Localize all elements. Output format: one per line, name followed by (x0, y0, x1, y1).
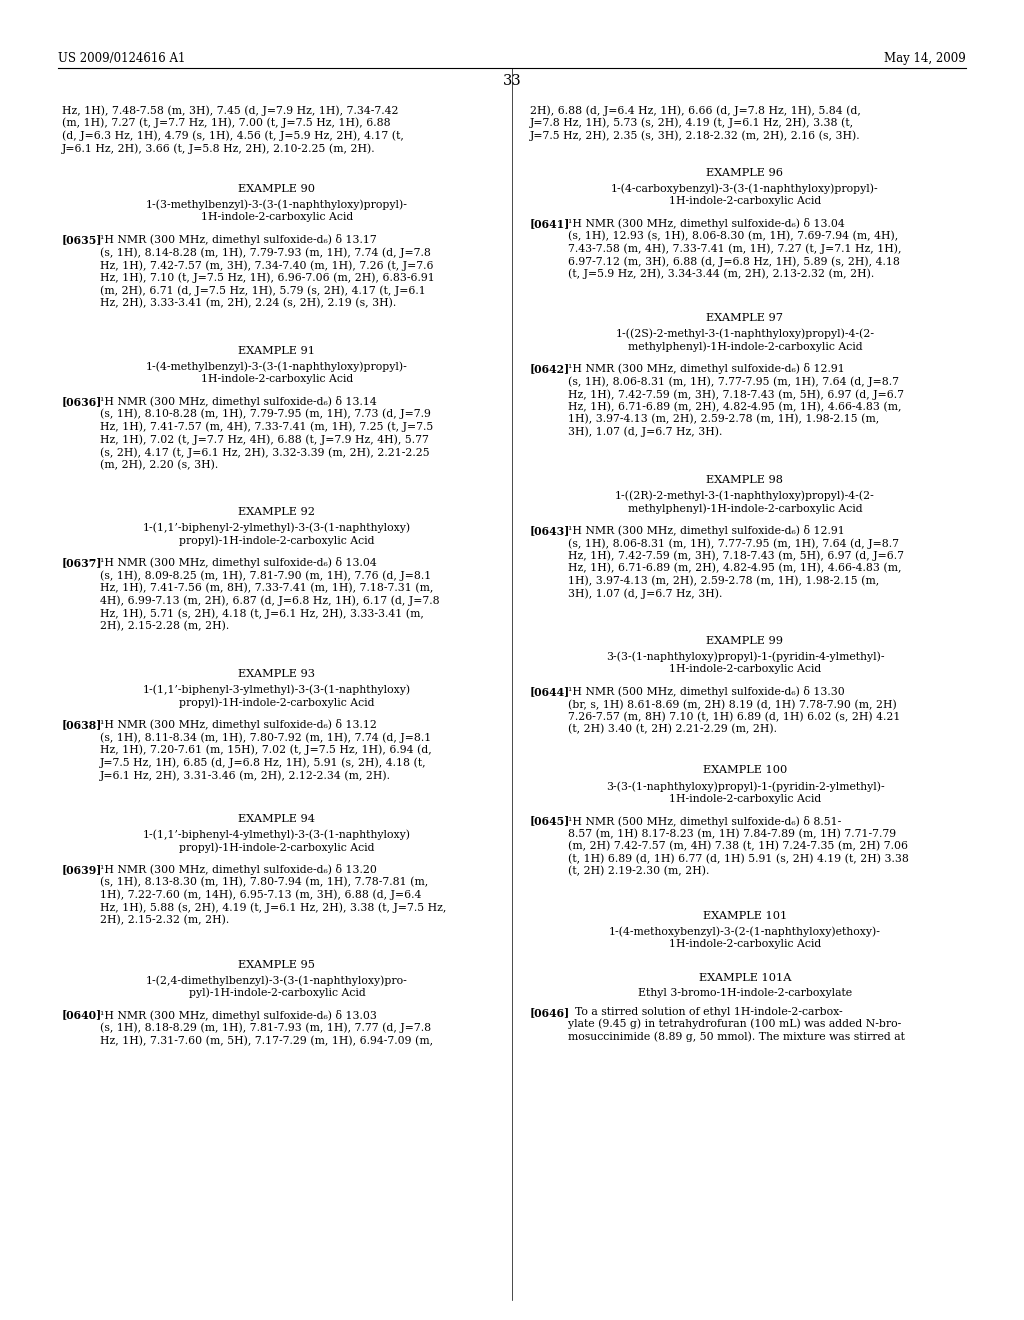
Text: EXAMPLE 96: EXAMPLE 96 (707, 168, 783, 178)
Text: EXAMPLE 94: EXAMPLE 94 (239, 814, 315, 824)
Text: [0639]: [0639] (62, 865, 102, 875)
Text: ¹H NMR (500 MHz, dimethyl sulfoxide-d₆) δ 8.51-
8.57 (m, 1H) 8.17-8.23 (m, 1H) 7: ¹H NMR (500 MHz, dimethyl sulfoxide-d₆) … (568, 816, 909, 876)
Text: ¹H NMR (300 MHz, dimethyl sulfoxide-d₆) δ 13.04
(s, 1H), 12.93 (s, 1H), 8.06-8.3: ¹H NMR (300 MHz, dimethyl sulfoxide-d₆) … (568, 218, 901, 280)
Text: [0644]: [0644] (530, 686, 570, 697)
Text: EXAMPLE 92: EXAMPLE 92 (239, 507, 315, 517)
Text: EXAMPLE 90: EXAMPLE 90 (239, 183, 315, 194)
Text: 33: 33 (503, 74, 521, 88)
Text: EXAMPLE 100: EXAMPLE 100 (702, 766, 787, 775)
Text: 1-(3-methylbenzyl)-3-(3-(1-naphthyloxy)propyl)-
1H-indole-2-carboxylic Acid: 1-(3-methylbenzyl)-3-(3-(1-naphthyloxy)p… (146, 199, 408, 222)
Text: 1-((2S)-2-methyl-3-(1-naphthyloxy)propyl)-4-(2-
methylphenyl)-1H-indole-2-carbox: 1-((2S)-2-methyl-3-(1-naphthyloxy)propyl… (615, 329, 874, 352)
Text: 3-(3-(1-naphthyloxy)propyl)-1-(pyridin-4-ylmethyl)-
1H-indole-2-carboxylic Acid: 3-(3-(1-naphthyloxy)propyl)-1-(pyridin-4… (606, 652, 885, 675)
Text: EXAMPLE 101A: EXAMPLE 101A (698, 973, 792, 983)
Text: To a stirred solution of ethyl 1H-indole-2-carbox-
ylate (9.45 g) in tetrahydrof: To a stirred solution of ethyl 1H-indole… (568, 1007, 905, 1041)
Text: [0640]: [0640] (62, 1010, 102, 1020)
Text: EXAMPLE 91: EXAMPLE 91 (239, 346, 315, 355)
Text: EXAMPLE 99: EXAMPLE 99 (707, 636, 783, 647)
Text: 1-(4-carboxybenzyl)-3-(3-(1-naphthyloxy)propyl)-
1H-indole-2-carboxylic Acid: 1-(4-carboxybenzyl)-3-(3-(1-naphthyloxy)… (611, 183, 879, 206)
Text: 1-(2,4-dimethylbenzyl)-3-(3-(1-naphthyloxy)pro-
pyl)-1H-indole-2-carboxylic Acid: 1-(2,4-dimethylbenzyl)-3-(3-(1-naphthylo… (146, 975, 408, 998)
Text: 3-(3-(1-naphthyloxy)propyl)-1-(pyridin-2-ylmethyl)-
1H-indole-2-carboxylic Acid: 3-(3-(1-naphthyloxy)propyl)-1-(pyridin-2… (605, 781, 885, 804)
Text: Ethyl 3-bromo-1H-indole-2-carboxylate: Ethyl 3-bromo-1H-indole-2-carboxylate (638, 989, 852, 998)
Text: ¹H NMR (300 MHz, dimethyl sulfoxide-d₆) δ 13.17
(s, 1H), 8.14-8.28 (m, 1H), 7.79: ¹H NMR (300 MHz, dimethyl sulfoxide-d₆) … (100, 234, 435, 309)
Text: EXAMPLE 98: EXAMPLE 98 (707, 475, 783, 484)
Text: 1-(1,1’-biphenyl-2-ylmethyl)-3-(3-(1-naphthyloxy)
propyl)-1H-indole-2-carboxylic: 1-(1,1’-biphenyl-2-ylmethyl)-3-(3-(1-nap… (143, 523, 411, 546)
Text: ¹H NMR (300 MHz, dimethyl sulfoxide-d₆) δ 13.03
(s, 1H), 8.18-8.29 (m, 1H), 7.81: ¹H NMR (300 MHz, dimethyl sulfoxide-d₆) … (100, 1010, 433, 1045)
Text: 1-(1,1’-biphenyl-4-ylmethyl)-3-(3-(1-naphthyloxy)
propyl)-1H-indole-2-carboxylic: 1-(1,1’-biphenyl-4-ylmethyl)-3-(3-(1-nap… (143, 830, 411, 853)
Text: 1-(4-methylbenzyl)-3-(3-(1-naphthyloxy)propyl)-
1H-indole-2-carboxylic Acid: 1-(4-methylbenzyl)-3-(3-(1-naphthyloxy)p… (146, 362, 408, 384)
Text: [0645]: [0645] (530, 816, 570, 826)
Text: EXAMPLE 97: EXAMPLE 97 (707, 313, 783, 323)
Text: [0641]: [0641] (530, 218, 570, 228)
Text: [0635]: [0635] (62, 234, 102, 246)
Text: [0642]: [0642] (530, 363, 570, 374)
Text: EXAMPLE 95: EXAMPLE 95 (239, 960, 315, 969)
Text: ¹H NMR (300 MHz, dimethyl sulfoxide-d₆) δ 13.20
(s, 1H), 8.13-8.30 (m, 1H), 7.80: ¹H NMR (300 MHz, dimethyl sulfoxide-d₆) … (100, 865, 446, 925)
Text: 1-(1,1’-biphenyl-3-ylmethyl)-3-(3-(1-naphthyloxy)
propyl)-1H-indole-2-carboxylic: 1-(1,1’-biphenyl-3-ylmethyl)-3-(3-(1-nap… (143, 684, 411, 708)
Text: Hz, 1H), 7.48-7.58 (m, 3H), 7.45 (d, J=7.9 Hz, 1H), 7.34-7.42
(m, 1H), 7.27 (t, : Hz, 1H), 7.48-7.58 (m, 3H), 7.45 (d, J=7… (62, 106, 403, 153)
Text: [0643]: [0643] (530, 525, 570, 536)
Text: [0646]: [0646] (530, 1007, 570, 1018)
Text: ¹H NMR (300 MHz, dimethyl sulfoxide-d₆) δ 13.14
(s, 1H), 8.10-8.28 (m, 1H), 7.79: ¹H NMR (300 MHz, dimethyl sulfoxide-d₆) … (100, 396, 433, 470)
Text: ¹H NMR (300 MHz, dimethyl sulfoxide-d₆) δ 12.91
(s, 1H), 8.06-8.31 (m, 1H), 7.77: ¹H NMR (300 MHz, dimethyl sulfoxide-d₆) … (568, 363, 904, 437)
Text: 1-(4-methoxybenzyl)-3-(2-(1-naphthyloxy)ethoxy)-
1H-indole-2-carboxylic Acid: 1-(4-methoxybenzyl)-3-(2-(1-naphthyloxy)… (609, 927, 881, 949)
Text: ¹H NMR (500 MHz, dimethyl sulfoxide-d₆) δ 13.30
(br, s, 1H) 8.61-8.69 (m, 2H) 8.: ¹H NMR (500 MHz, dimethyl sulfoxide-d₆) … (568, 686, 900, 735)
Text: US 2009/0124616 A1: US 2009/0124616 A1 (58, 51, 185, 65)
Text: ¹H NMR (300 MHz, dimethyl sulfoxide-d₆) δ 13.04
(s, 1H), 8.09-8.25 (m, 1H), 7.81: ¹H NMR (300 MHz, dimethyl sulfoxide-d₆) … (100, 557, 439, 631)
Text: [0636]: [0636] (62, 396, 102, 407)
Text: [0637]: [0637] (62, 557, 102, 569)
Text: ¹H NMR (300 MHz, dimethyl sulfoxide-d₆) δ 12.91
(s, 1H), 8.06-8.31 (m, 1H), 7.77: ¹H NMR (300 MHz, dimethyl sulfoxide-d₆) … (568, 525, 904, 599)
Text: May 14, 2009: May 14, 2009 (885, 51, 966, 65)
Text: ¹H NMR (300 MHz, dimethyl sulfoxide-d₆) δ 13.12
(s, 1H), 8.11-8.34 (m, 1H), 7.80: ¹H NMR (300 MHz, dimethyl sulfoxide-d₆) … (100, 719, 432, 780)
Text: 2H), 6.88 (d, J=6.4 Hz, 1H), 6.66 (d, J=7.8 Hz, 1H), 5.84 (d,
J=7.8 Hz, 1H), 5.7: 2H), 6.88 (d, J=6.4 Hz, 1H), 6.66 (d, J=… (530, 106, 861, 141)
Text: EXAMPLE 101: EXAMPLE 101 (702, 911, 787, 921)
Text: [0638]: [0638] (62, 719, 102, 730)
Text: 1-((2R)-2-methyl-3-(1-naphthyloxy)propyl)-4-(2-
methylphenyl)-1H-indole-2-carbox: 1-((2R)-2-methyl-3-(1-naphthyloxy)propyl… (615, 490, 874, 513)
Text: EXAMPLE 93: EXAMPLE 93 (239, 669, 315, 678)
